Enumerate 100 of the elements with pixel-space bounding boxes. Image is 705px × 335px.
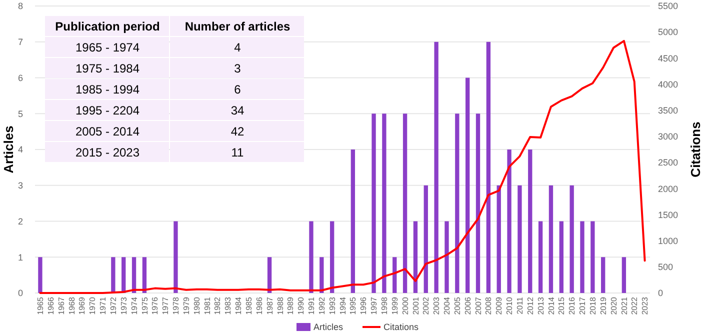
bar <box>320 257 324 293</box>
x-tick-label: 2011 <box>516 296 525 314</box>
line-series <box>39 40 646 294</box>
annotation: 1975 - 1984 <box>75 62 140 76</box>
legend-label: Articles <box>314 322 344 332</box>
bar <box>518 185 522 293</box>
annotation: 4 <box>234 40 242 55</box>
y2-tick-label: 5000 <box>658 27 678 38</box>
x-tick-label: 2021 <box>620 296 629 315</box>
y2-tick-label: 500 <box>658 262 674 272</box>
bar <box>601 257 606 293</box>
y-tick-label: 2 <box>18 216 23 226</box>
y-axis-title: Articles <box>1 126 16 174</box>
x-tick-label: 2009 <box>494 296 504 315</box>
bar <box>538 221 543 293</box>
x-tick-label: 1972 <box>108 296 118 315</box>
legend-label: Citations <box>384 322 420 332</box>
bar <box>496 185 501 293</box>
y-tick-label: 4 <box>18 144 23 155</box>
x-tick-label: 2019 <box>598 296 608 315</box>
x-tick-label: 2008 <box>484 296 494 315</box>
bar <box>132 257 136 293</box>
bar <box>111 257 116 293</box>
x-tick-label: 1995 <box>348 296 358 315</box>
x-tick-label: 2014 <box>546 296 556 315</box>
x-tick-label: 1980 <box>192 296 202 315</box>
y2-tick-label: 3000 <box>658 132 678 142</box>
x-tick-label: 2002 <box>422 296 431 315</box>
x-tick-label: 1984 <box>234 296 244 315</box>
bar <box>372 114 376 293</box>
y2-axis-title: Citations <box>688 122 703 178</box>
x-tick-label: 1982 <box>213 296 222 315</box>
bar <box>38 257 42 293</box>
annotation: Number of articles <box>184 20 290 34</box>
bar <box>528 150 532 293</box>
x-tick-label: 1974 <box>130 296 139 315</box>
annotation: 2015 - 2023 <box>75 146 140 160</box>
y2-tick-label: 1000 <box>658 236 678 246</box>
bar <box>570 185 574 293</box>
bar <box>434 42 438 293</box>
x-tick-label: 1970 <box>88 296 98 315</box>
x-tick-label: 1999 <box>390 296 400 315</box>
bar <box>466 78 470 293</box>
x-tick-label: 2017 <box>578 296 588 315</box>
x-tick-label: 1992 <box>317 296 326 315</box>
x-tick-label: 2010 <box>505 296 514 315</box>
x-tick-label: 1977 <box>161 296 170 315</box>
y2-tick-label: 1500 <box>658 210 678 220</box>
x-tick-label: 2003 <box>432 296 442 315</box>
x-tick-label: 2015 <box>557 296 566 315</box>
y2-tick-label: 0 <box>658 288 664 298</box>
y-tick-label: 7 <box>18 37 23 48</box>
bar <box>309 221 314 293</box>
y-tick-label: 6 <box>18 72 23 83</box>
bar <box>382 114 386 293</box>
annotation: 1995 - 2204 <box>75 104 140 118</box>
bar <box>444 221 449 293</box>
x-tick-label: 2022 <box>630 296 640 315</box>
annotation: 1985 - 1994 <box>75 82 140 97</box>
bar <box>413 221 418 293</box>
x-tick-label: 1993 <box>328 296 337 315</box>
bar <box>122 257 126 293</box>
bar <box>590 221 595 293</box>
bar <box>622 257 626 293</box>
x-tick-label: 1991 <box>307 296 316 315</box>
x-tick-label: 2005 <box>452 296 462 315</box>
x-tick-label: 2013 <box>536 296 546 315</box>
annotation: 3 <box>234 62 242 76</box>
y2-tick-label: 5500 <box>658 1 678 12</box>
x-tick-label: 2012 <box>526 296 535 315</box>
x-tick-label: 1985 <box>244 296 254 315</box>
bar <box>174 221 178 293</box>
bar <box>267 257 272 293</box>
x-tick-label: 1997 <box>370 296 379 315</box>
x-tick-label: 2001 <box>411 296 420 315</box>
x-tick-label: 1987 <box>265 296 274 315</box>
y-tick-label: 1 <box>18 252 23 262</box>
x-tick-label: 1986 <box>254 296 264 315</box>
x-tick-label: 1981 <box>202 296 212 315</box>
x-tick-label: 1966 <box>46 296 56 315</box>
annotation: Publication period <box>55 20 160 34</box>
y-tick-label: 5 <box>18 108 23 119</box>
y-tick-label: 8 <box>18 1 23 12</box>
x-tick-label: 2006 <box>463 296 472 315</box>
x-tick-label: 2016 <box>568 296 577 315</box>
x-tick-label: 1971 <box>98 296 108 315</box>
bar <box>142 257 147 293</box>
x-tick-label: 1976 <box>150 296 160 315</box>
x-tick-label: 2023 <box>640 296 650 315</box>
bar <box>507 150 512 293</box>
x-tick-label: 1965 <box>36 296 46 315</box>
bar <box>476 114 480 293</box>
x-tick-label: 1968 <box>67 296 76 315</box>
x-tick-label: 1979 <box>182 296 191 315</box>
annotation: 42 <box>230 124 244 139</box>
annotation: 11 <box>231 146 244 160</box>
x-tick-label: 2000 <box>400 296 410 315</box>
bar <box>424 185 428 293</box>
x-tick-label: 2004 <box>442 296 452 315</box>
x-tick-label: 1983 <box>224 296 233 315</box>
